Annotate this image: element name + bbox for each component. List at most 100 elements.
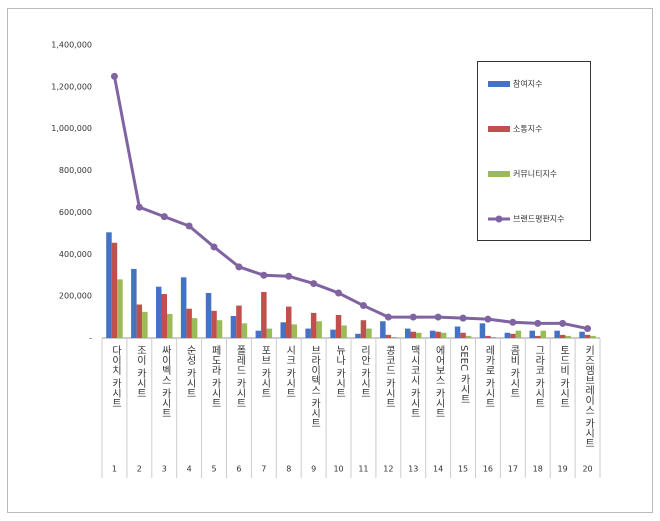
legend-swatch — [495, 215, 503, 223]
x-tick-label: 페도라 카시트 — [209, 345, 221, 409]
line-point — [384, 313, 392, 321]
category-number: 2 — [137, 465, 142, 474]
bar — [535, 335, 541, 338]
bar — [435, 331, 441, 338]
bar — [286, 306, 292, 338]
bar — [330, 329, 336, 338]
category-number: 13 — [408, 465, 418, 474]
category-number: 18 — [533, 465, 543, 474]
bar — [366, 328, 372, 338]
category-number: 8 — [286, 465, 291, 474]
bar — [405, 328, 411, 338]
bar — [355, 333, 361, 338]
line-point — [160, 213, 168, 221]
bar — [540, 330, 546, 338]
line — [112, 76, 588, 331]
line-point — [359, 302, 367, 310]
x-tick-label: 시크 카시트 — [283, 345, 295, 399]
legend-swatch — [488, 81, 510, 87]
bar — [440, 332, 447, 338]
x-tick-label: 맥시코시 카시트 — [408, 345, 420, 419]
bar — [460, 332, 466, 338]
bar — [180, 277, 187, 338]
line-point — [185, 222, 193, 230]
bar — [410, 331, 416, 338]
bar — [255, 330, 262, 338]
x-tick-label: 에어보스 카시트 — [433, 345, 445, 419]
category-number: 1 — [112, 465, 117, 474]
y-tick-label: 600,000 — [59, 208, 92, 217]
legend-label: 소통지수 — [513, 125, 542, 134]
category-number: 5 — [212, 465, 217, 474]
line-point — [559, 319, 567, 327]
x-tick-label: 콩코드 카시트 — [383, 345, 395, 409]
bar — [360, 320, 367, 338]
bar — [111, 242, 118, 338]
y-tick-label: 1,000,000 — [51, 124, 92, 133]
bar — [504, 332, 511, 338]
line-point — [584, 325, 592, 333]
line-point — [110, 72, 118, 80]
bar — [191, 318, 198, 338]
bar — [310, 312, 317, 338]
category-number: 7 — [261, 465, 266, 474]
x-tick-label: 토드비 카시트 — [557, 345, 569, 409]
line-point — [310, 280, 318, 288]
x-tick-label: SEEC 카시트 — [458, 345, 470, 405]
bar — [316, 321, 322, 338]
bar — [305, 328, 311, 338]
bar — [291, 324, 297, 338]
bar — [529, 330, 535, 338]
x-tick-label: 레카로 카시트 — [482, 345, 494, 409]
line-point — [285, 272, 293, 280]
bar — [584, 334, 591, 338]
bar — [167, 313, 173, 338]
bar — [266, 328, 273, 338]
bar — [579, 331, 585, 338]
bar — [131, 268, 137, 338]
bar — [454, 326, 461, 338]
category-number: 17 — [508, 465, 518, 474]
y-tick-label: 200,000 — [59, 292, 92, 301]
legend-label: 커뮤니티지수 — [513, 169, 557, 179]
category-number: 6 — [236, 465, 241, 474]
y-tick-label: 1,400,000 — [51, 41, 92, 50]
x-tick-label: 키즈엠브레이스 카시트 — [582, 345, 594, 449]
line-point — [534, 319, 542, 327]
bar — [510, 333, 516, 338]
x-tick-label: 조이 카시트 — [134, 345, 146, 399]
y-tick-label: 1,200,000 — [51, 82, 92, 91]
line-point — [509, 318, 517, 326]
bar — [515, 330, 522, 338]
bar — [341, 325, 347, 338]
bar — [156, 286, 162, 338]
bar — [391, 336, 397, 338]
bar — [590, 335, 596, 338]
y-tick-label: - — [89, 334, 92, 343]
bar — [161, 294, 167, 338]
category-number: 3 — [162, 465, 167, 474]
bar — [106, 232, 112, 338]
bar — [565, 335, 571, 338]
bar — [230, 316, 237, 338]
legend-swatch — [488, 171, 510, 177]
line-point — [434, 313, 442, 321]
bar — [142, 311, 148, 338]
line-point — [409, 313, 417, 321]
x-tick-label: 포브 카시트 — [258, 345, 270, 399]
legend-swatch — [488, 126, 510, 132]
bar — [485, 335, 491, 338]
x-tick-label: 그라코 카시트 — [532, 345, 544, 409]
bar — [136, 304, 143, 338]
bar — [280, 322, 286, 338]
line-point — [135, 203, 143, 211]
x-tick-label: 싸이벡스 카시트 — [159, 345, 171, 419]
bar — [261, 291, 267, 338]
bar — [385, 334, 392, 338]
legend-label: 브랜드평판지수 — [513, 214, 565, 224]
x-tick-label: 콤비 카시트 — [507, 345, 519, 399]
bar — [554, 330, 560, 338]
category-number: 14 — [433, 465, 443, 474]
